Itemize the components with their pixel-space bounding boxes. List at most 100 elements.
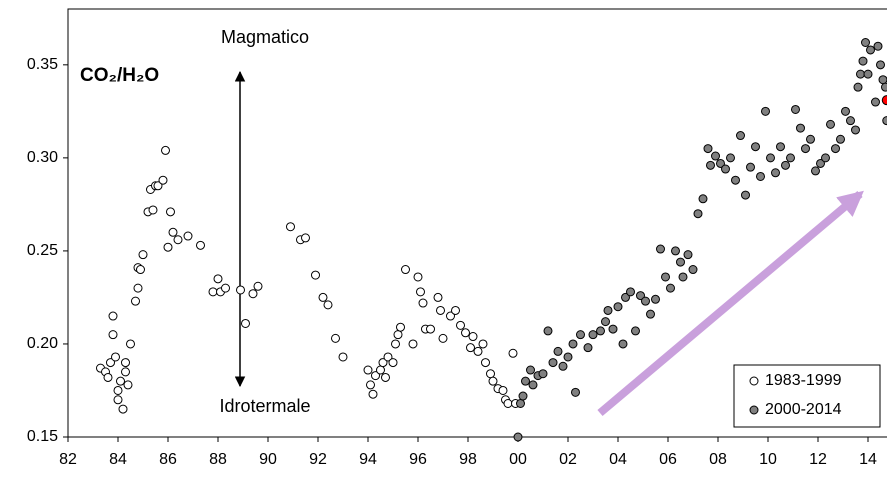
data-point	[806, 134, 815, 144]
data-point	[876, 60, 885, 70]
data-point	[781, 160, 790, 170]
data-point	[863, 69, 873, 79]
data-point	[636, 291, 645, 301]
data-point	[646, 309, 655, 319]
data-point	[173, 235, 183, 245]
data-point	[853, 82, 863, 92]
y-tick-label: 0.15	[27, 428, 58, 445]
data-point	[138, 250, 148, 260]
data-point	[656, 244, 665, 254]
data-point	[208, 287, 218, 297]
data-point	[401, 265, 410, 275]
data-point	[183, 231, 193, 241]
x-tick-label: 94	[359, 451, 377, 468]
x-tick-label: 12	[809, 451, 827, 468]
data-point	[456, 320, 465, 330]
legend-marker	[749, 405, 759, 415]
data-point	[608, 324, 618, 334]
data-point	[851, 125, 860, 135]
data-point	[121, 367, 130, 377]
data-point	[518, 391, 528, 401]
data-point	[846, 116, 855, 126]
data-point	[113, 395, 123, 405]
data-point	[826, 119, 835, 129]
data-point	[878, 75, 887, 85]
data-point	[583, 343, 593, 353]
annotation: Idrotermale	[219, 396, 310, 416]
x-tick-label: 92	[309, 451, 327, 468]
data-point	[858, 56, 868, 66]
data-point	[363, 365, 373, 375]
x-tick-label: 86	[159, 451, 177, 468]
data-point	[661, 272, 670, 282]
data-point	[698, 194, 708, 204]
x-tick-label: 82	[59, 451, 77, 468]
data-point	[118, 404, 128, 414]
data-point	[796, 123, 805, 133]
data-point	[678, 272, 688, 282]
legend-label: 2000-2014	[765, 401, 842, 418]
annotation: Magmatico	[221, 27, 309, 47]
data-point	[563, 352, 573, 362]
y-tick-label: 0.30	[27, 149, 58, 166]
data-point	[413, 272, 423, 282]
data-point	[103, 372, 113, 382]
data-point	[786, 153, 795, 163]
trend-arrow	[597, 190, 864, 417]
data-point	[408, 339, 418, 349]
data-point	[436, 305, 445, 315]
data-point	[513, 432, 523, 442]
plot-frame	[67, 8, 887, 438]
data-point	[106, 358, 115, 368]
data-point	[516, 399, 525, 409]
data-point	[136, 265, 145, 275]
chart-title: CO₂/H₂O	[80, 65, 159, 86]
data-point	[486, 369, 495, 379]
data-point	[168, 227, 178, 237]
data-point	[571, 387, 580, 397]
x-tick-label: 88	[209, 451, 227, 468]
data-point	[621, 292, 630, 302]
data-point	[376, 365, 385, 375]
data-point	[761, 106, 770, 116]
data-point	[706, 160, 715, 170]
legend-label: 1983-1999	[765, 372, 842, 389]
data-point	[618, 339, 628, 349]
legend-box	[733, 364, 881, 428]
data-point	[108, 330, 118, 340]
data-point	[466, 343, 475, 353]
data-point	[396, 322, 405, 332]
data-point	[381, 372, 390, 382]
data-point	[528, 380, 538, 390]
x-tick-label: 08	[709, 451, 727, 468]
data-point	[213, 274, 223, 284]
data-point	[481, 358, 490, 368]
data-point	[286, 222, 295, 232]
data-point	[248, 289, 258, 299]
data-point	[113, 385, 123, 395]
data-point	[871, 97, 880, 107]
data-point	[416, 287, 425, 297]
data-point	[881, 82, 887, 92]
data-point	[253, 281, 263, 291]
data-point	[338, 352, 348, 362]
data-point	[626, 287, 635, 297]
data-point	[631, 326, 640, 336]
x-tick-label: 02	[559, 451, 577, 468]
data-point	[468, 332, 478, 342]
x-tick-label: 00	[509, 451, 527, 468]
data-point	[391, 339, 400, 349]
x-tick-label: 06	[659, 451, 677, 468]
data-point	[241, 318, 250, 328]
data-point	[538, 369, 548, 379]
data-point	[508, 348, 518, 358]
data-point	[703, 144, 713, 154]
legend-marker	[749, 376, 759, 386]
data-point	[163, 242, 173, 252]
x-tick-label: 10	[759, 451, 777, 468]
data-point	[371, 371, 380, 381]
data-point	[148, 205, 158, 215]
data-point	[446, 311, 455, 321]
data-point	[791, 104, 800, 114]
data-point	[613, 302, 623, 312]
